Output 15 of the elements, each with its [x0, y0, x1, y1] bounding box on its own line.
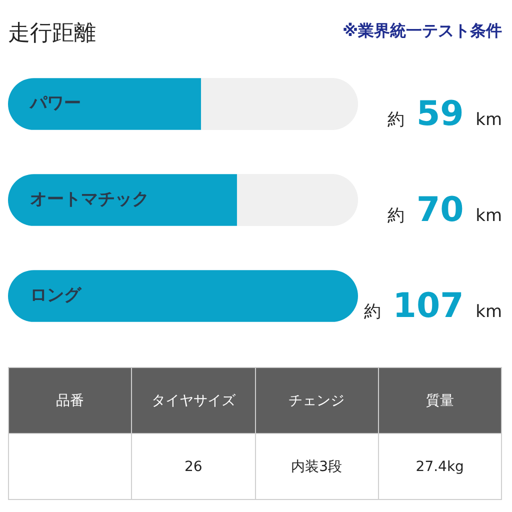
text: 27.4kg	[416, 458, 464, 474]
text: 内装3段	[291, 458, 342, 474]
y-tick-label: オートマチック	[30, 189, 149, 210]
chart-title: 走行距離	[8, 21, 96, 47]
data-label: 約 70 km	[388, 190, 502, 230]
y-tick-label: ロング	[30, 285, 82, 306]
data-label: 約 107 km	[364, 286, 502, 326]
text: 26	[184, 458, 202, 474]
category-label: 品番	[8, 368, 132, 434]
text: ※業界統一テスト条件	[342, 21, 502, 41]
category-label: 質量	[378, 368, 502, 434]
y-tick-label: パワー	[29, 93, 81, 114]
category-label: チェンジ	[255, 368, 378, 434]
data-label: 約 59 km	[388, 94, 502, 134]
category-label: タイヤサイズ	[132, 368, 255, 434]
